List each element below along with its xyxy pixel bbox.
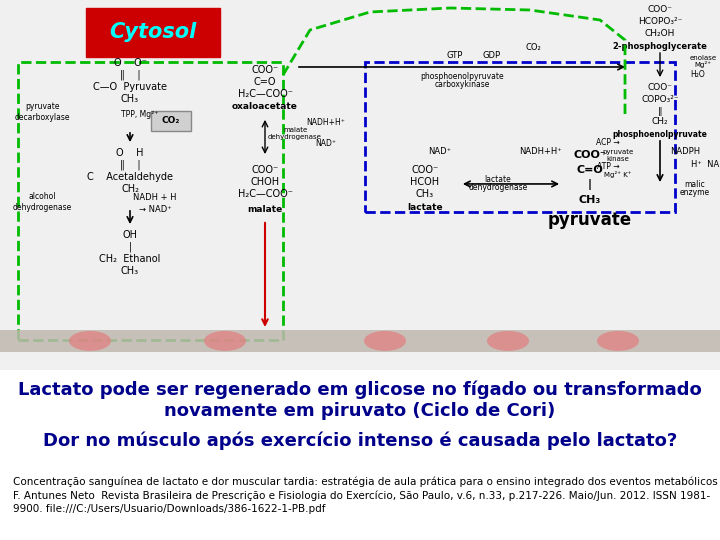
Text: |: | — [588, 179, 592, 191]
Text: Mg²⁺: Mg²⁺ — [695, 62, 711, 69]
Text: CH₃: CH₃ — [121, 266, 139, 276]
Text: malic: malic — [685, 180, 706, 190]
Text: kinase: kinase — [607, 156, 629, 162]
Text: NADPH: NADPH — [670, 147, 700, 157]
Text: ‖    |: ‖ | — [120, 70, 140, 80]
Text: O    H: O H — [116, 148, 144, 158]
Text: GTP: GTP — [447, 51, 463, 60]
Text: COO⁻: COO⁻ — [411, 165, 438, 175]
Text: Mg²⁺ K⁺: Mg²⁺ K⁺ — [604, 172, 631, 178]
Text: CH₂: CH₂ — [121, 184, 139, 194]
Text: CO₂: CO₂ — [525, 44, 541, 52]
Text: Cytosol: Cytosol — [109, 22, 197, 42]
Text: C—O  Pyruvate: C—O Pyruvate — [93, 82, 167, 92]
Text: ‖: ‖ — [658, 107, 662, 117]
Text: NAD⁺: NAD⁺ — [315, 139, 336, 148]
Text: dehydrogenase: dehydrogenase — [268, 134, 322, 140]
Text: novamente em piruvato (Ciclo de Cori): novamente em piruvato (Ciclo de Cori) — [164, 402, 556, 420]
Text: Dor no músculo após exercício intenso é causada pelo lactato?: Dor no músculo após exercício intenso é … — [43, 432, 677, 450]
Text: 2-phosphoglycerate: 2-phosphoglycerate — [613, 43, 708, 51]
Ellipse shape — [69, 331, 111, 351]
Text: COO⁻: COO⁻ — [574, 150, 606, 160]
Text: pyruvate
decarboxylase: pyruvate decarboxylase — [14, 102, 70, 122]
Text: 9900. file:///C:/Users/Usuario/Downloads/386-1622-1-PB.pdf: 9900. file:///C:/Users/Usuario/Downloads… — [13, 504, 325, 515]
Text: CH₂OH: CH₂OH — [645, 30, 675, 38]
Text: phosphoenolpyruvate: phosphoenolpyruvate — [420, 72, 504, 82]
Text: CO₂: CO₂ — [162, 117, 180, 125]
Text: phosphoenolpyruvate: phosphoenolpyruvate — [613, 131, 708, 139]
Text: Concentração sanguínea de lactato e dor muscular tardia: estratégia de aula prát: Concentração sanguínea de lactato e dor … — [13, 476, 720, 487]
Text: pyruvate: pyruvate — [603, 149, 634, 155]
Text: carboxykinase: carboxykinase — [434, 80, 490, 90]
Text: COO⁻: COO⁻ — [647, 84, 672, 92]
Text: CH₂  Ethanol: CH₂ Ethanol — [99, 254, 161, 264]
Text: pyruvate: pyruvate — [548, 211, 632, 229]
Text: GDP: GDP — [483, 51, 501, 60]
Text: C    Acetaldehyde: C Acetaldehyde — [87, 172, 173, 182]
Text: → NAD⁺: → NAD⁺ — [139, 205, 171, 214]
Ellipse shape — [204, 331, 246, 351]
Text: enzyme: enzyme — [680, 188, 710, 198]
Text: ACP →: ACP → — [596, 138, 620, 147]
Text: CH₃: CH₃ — [416, 189, 434, 199]
Text: |: | — [128, 242, 132, 252]
Text: F. Antunes Neto  Revista Brasileira de Prescrição e Fisiologia do Exercício, São: F. Antunes Neto Revista Brasileira de Pr… — [13, 490, 710, 501]
Text: NADH+H⁺: NADH+H⁺ — [307, 118, 346, 127]
FancyBboxPatch shape — [86, 8, 220, 57]
Text: COO⁻: COO⁻ — [647, 5, 672, 15]
Ellipse shape — [597, 331, 639, 351]
Ellipse shape — [487, 331, 529, 351]
Text: COO⁻: COO⁻ — [251, 165, 279, 175]
Text: C=O: C=O — [577, 165, 603, 175]
Text: CHOH: CHOH — [251, 177, 279, 187]
Text: COPO₃²⁻: COPO₃²⁻ — [642, 96, 679, 104]
FancyBboxPatch shape — [151, 111, 191, 131]
Text: ‖    |: ‖ | — [120, 160, 140, 170]
Text: TPP, Mg²⁺: TPP, Mg²⁺ — [121, 111, 158, 119]
Text: HCOH: HCOH — [410, 177, 440, 187]
Text: CH₃: CH₃ — [579, 195, 601, 205]
FancyBboxPatch shape — [0, 0, 720, 370]
Text: oxaloacetate: oxaloacetate — [232, 103, 298, 111]
Text: C=O: C=O — [253, 77, 276, 87]
Text: OH: OH — [122, 230, 138, 240]
Text: COO⁻: COO⁻ — [251, 65, 279, 75]
Text: ATP →: ATP → — [597, 163, 619, 172]
Text: NADH + H: NADH + H — [133, 193, 176, 202]
Text: alcohol
dehydrogenase: alcohol dehydrogenase — [12, 192, 71, 212]
Text: enolase: enolase — [690, 55, 716, 61]
Text: CH₃: CH₃ — [121, 94, 139, 104]
Text: H₂C—COO⁻: H₂C—COO⁻ — [238, 89, 292, 99]
Text: CH₂: CH₂ — [652, 118, 668, 126]
Text: H₂O: H₂O — [690, 71, 706, 79]
Text: lactate: lactate — [485, 176, 511, 185]
Text: NADH+H⁺: NADH+H⁺ — [518, 147, 562, 157]
Text: H₂C—COO⁻: H₂C—COO⁻ — [238, 189, 292, 199]
Ellipse shape — [364, 331, 406, 351]
Text: dehydrogenase: dehydrogenase — [469, 184, 528, 192]
Text: Lactato pode ser regenerado em glicose no fígado ou transformado: Lactato pode ser regenerado em glicose n… — [18, 381, 702, 399]
FancyBboxPatch shape — [0, 330, 720, 352]
Text: lactate: lactate — [408, 204, 443, 212]
Text: NAD⁺: NAD⁺ — [428, 147, 451, 157]
Text: malate: malate — [283, 127, 307, 133]
Text: HCOPO₃²⁻: HCOPO₃²⁻ — [638, 17, 682, 26]
Text: O    O⁻: O O⁻ — [114, 58, 146, 68]
Text: H⁺  NA: H⁺ NA — [691, 160, 719, 170]
Text: malate: malate — [248, 205, 283, 214]
